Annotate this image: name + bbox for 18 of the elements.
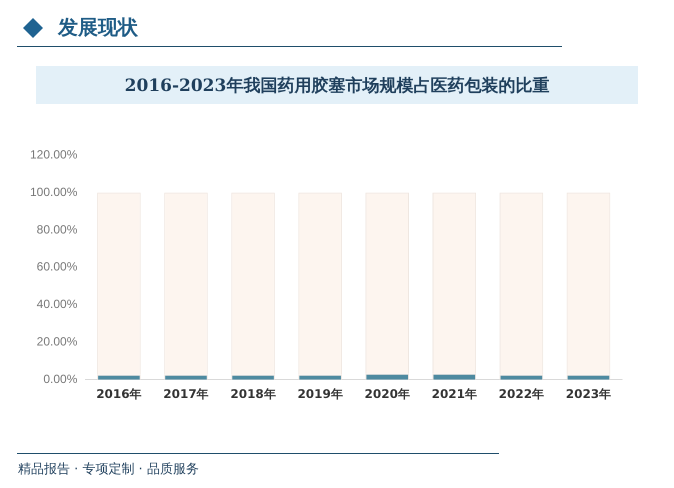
chart-title: 2016-2023年我国药用胶塞市场规模占医药包装的比重 — [124, 74, 550, 96]
y-tick-label: 60.00% — [36, 260, 78, 274]
y-tick-label: 20.00% — [36, 334, 78, 349]
y-tick-label: 80.00% — [36, 222, 78, 236]
y-tick-label: 100.00% — [30, 184, 78, 199]
text: 精品报告 · 专项定制 · 品质服务 — [18, 461, 199, 478]
y-tick-label: 40.00% — [36, 297, 78, 312]
x-tick-label: 2021年 — [432, 386, 478, 401]
x-tick-label: 2020年 — [364, 386, 410, 401]
y-tick-label: 120.00% — [30, 148, 78, 162]
x-tick-label: 2016年 — [96, 386, 142, 401]
x-tick-label: 2019年 — [297, 386, 343, 401]
x-tick-label: 2018年 — [230, 386, 276, 401]
y-tick-label: 0.00% — [43, 372, 78, 386]
x-tick-label: 2022年 — [498, 386, 544, 401]
x-tick-label: 2023年 — [566, 386, 612, 401]
text: 发展现状 — [58, 14, 138, 41]
x-tick-label: 2017年 — [163, 386, 209, 401]
